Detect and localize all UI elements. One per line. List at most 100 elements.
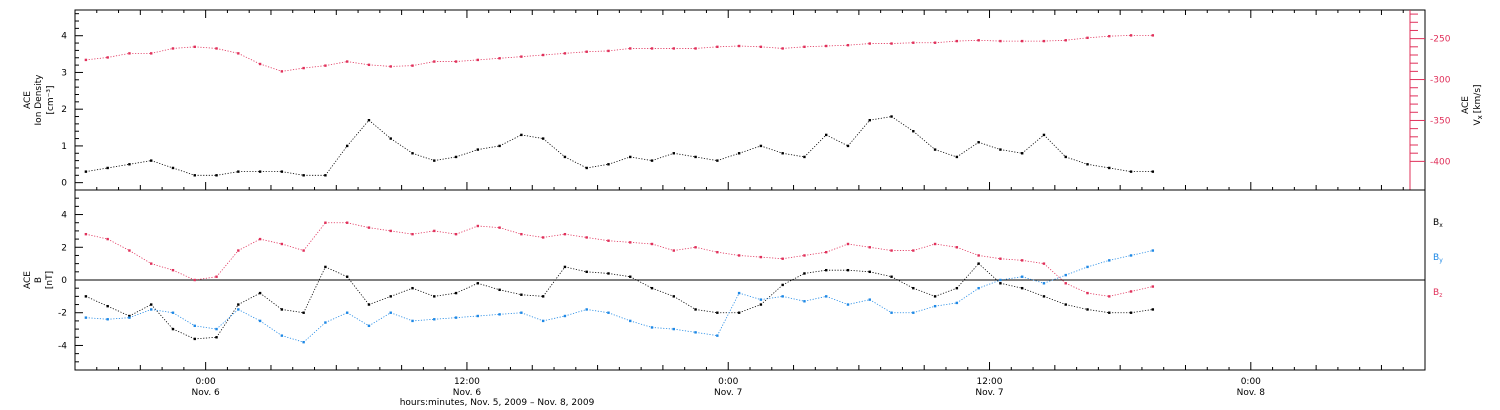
by-point-link bbox=[826, 295, 849, 305]
by-point bbox=[150, 308, 153, 311]
density-point-link bbox=[913, 130, 936, 150]
by-point-link bbox=[107, 317, 130, 320]
bx-point-link bbox=[760, 284, 783, 305]
vx-point bbox=[1151, 34, 1155, 37]
by-point-link bbox=[194, 325, 217, 330]
vx-point-link bbox=[85, 57, 108, 61]
bx-point-link bbox=[913, 287, 936, 297]
bx-point bbox=[237, 303, 240, 306]
density-point bbox=[1042, 133, 1046, 137]
by-point bbox=[1151, 249, 1155, 252]
bz-point-link bbox=[847, 243, 870, 248]
by-point-link bbox=[1130, 250, 1153, 256]
vx-point-link bbox=[804, 45, 827, 48]
density-point bbox=[1064, 155, 1067, 159]
legend-entry-z: Bz bbox=[1433, 288, 1442, 299]
by-point-link bbox=[978, 279, 1001, 289]
bz-point-link bbox=[978, 255, 1001, 260]
vx-point-link bbox=[412, 61, 435, 67]
bz-point-link bbox=[238, 238, 261, 251]
bz-point-link bbox=[586, 237, 609, 242]
by-point bbox=[498, 313, 501, 316]
bx-point bbox=[367, 303, 371, 306]
bx-point bbox=[433, 295, 436, 298]
bottom-left-axis: 4 2 0 -2 -4 bbox=[58, 197, 83, 363]
bx-point-link bbox=[194, 336, 217, 340]
by-point-link bbox=[151, 309, 174, 314]
by-point-link bbox=[499, 312, 522, 315]
legend-symbol: B bbox=[1433, 253, 1439, 263]
vx-point-link bbox=[194, 46, 217, 49]
bz-point-link bbox=[85, 233, 108, 240]
density-point bbox=[933, 148, 937, 151]
legend-symbol: B bbox=[1433, 288, 1439, 298]
by-point-link bbox=[913, 305, 936, 314]
by-point-link bbox=[1043, 274, 1066, 284]
bx-point-link bbox=[651, 287, 674, 297]
top-left-tick-label: 3 bbox=[61, 68, 67, 78]
bx-point-link bbox=[216, 304, 239, 338]
bx-point bbox=[694, 308, 697, 311]
x-tick-time-label: 0:00 bbox=[196, 377, 216, 387]
top-right-tick-label: -350 bbox=[1430, 116, 1451, 126]
bz-point-link bbox=[956, 246, 979, 256]
by-point bbox=[324, 321, 327, 324]
bz-point-link bbox=[782, 255, 805, 260]
bx-point bbox=[737, 311, 741, 314]
bx-point-link bbox=[782, 273, 805, 286]
bx-point bbox=[324, 265, 327, 269]
bx-point-link bbox=[978, 263, 1001, 284]
top-left-tick-label: 0 bbox=[61, 179, 67, 189]
bx-point-link bbox=[455, 282, 478, 294]
density-point-link bbox=[1000, 149, 1023, 154]
bz-point-link bbox=[1065, 282, 1088, 294]
bz-point-link bbox=[1087, 292, 1110, 297]
x-tick-time-label: 0:00 bbox=[1241, 377, 1261, 387]
bx-point-link bbox=[934, 287, 957, 297]
vx-point bbox=[193, 45, 196, 49]
vx-point bbox=[237, 52, 240, 55]
density-point-link bbox=[325, 145, 348, 176]
top-right-tick-label: -250 bbox=[1430, 35, 1451, 45]
vx-point bbox=[803, 45, 806, 49]
bottom-left-tick-label: -2 bbox=[58, 309, 67, 319]
bx-point-link bbox=[107, 305, 130, 317]
bz-point bbox=[1086, 291, 1089, 295]
bx-point-link bbox=[346, 276, 370, 305]
x-tick-time-label: 12:00 bbox=[454, 377, 480, 387]
vx-point-link bbox=[782, 46, 805, 49]
bz-point-link bbox=[543, 233, 565, 238]
bz-point-link bbox=[281, 243, 304, 251]
vx-point-link bbox=[543, 52, 565, 56]
density-point-link bbox=[1065, 156, 1088, 165]
by-point-link bbox=[1109, 255, 1132, 261]
vx-point-link bbox=[456, 59, 478, 62]
bx-point-link bbox=[172, 328, 195, 340]
bx-point-link bbox=[1087, 309, 1110, 314]
bz-point bbox=[215, 275, 218, 278]
vx-point-link bbox=[303, 65, 326, 69]
bz-point bbox=[84, 232, 88, 236]
density-point-link bbox=[804, 134, 827, 158]
bz-point-link bbox=[499, 227, 522, 235]
bz-point-link bbox=[869, 246, 892, 251]
by-point-link bbox=[1087, 259, 1110, 268]
bz-point bbox=[563, 232, 567, 236]
legend-entry-y: By bbox=[1433, 253, 1443, 264]
bx-point-link bbox=[847, 269, 870, 273]
bz-point bbox=[520, 232, 523, 236]
bx-point bbox=[193, 337, 196, 341]
density-point-link bbox=[847, 119, 871, 147]
top-left-axis: 0 1 2 3 4 bbox=[61, 13, 83, 189]
x-tick-date-label: Nov. 6 bbox=[191, 388, 220, 398]
bx-point-link bbox=[586, 271, 609, 274]
bx-point-link bbox=[1065, 304, 1088, 310]
by-point-link bbox=[760, 295, 783, 301]
by-point bbox=[106, 318, 109, 321]
vx-point-link bbox=[499, 56, 522, 59]
vx-point-link bbox=[151, 48, 174, 54]
bx-point-link bbox=[630, 276, 653, 289]
bx-point-link bbox=[869, 271, 892, 278]
legend-subscript: y bbox=[1439, 257, 1443, 264]
